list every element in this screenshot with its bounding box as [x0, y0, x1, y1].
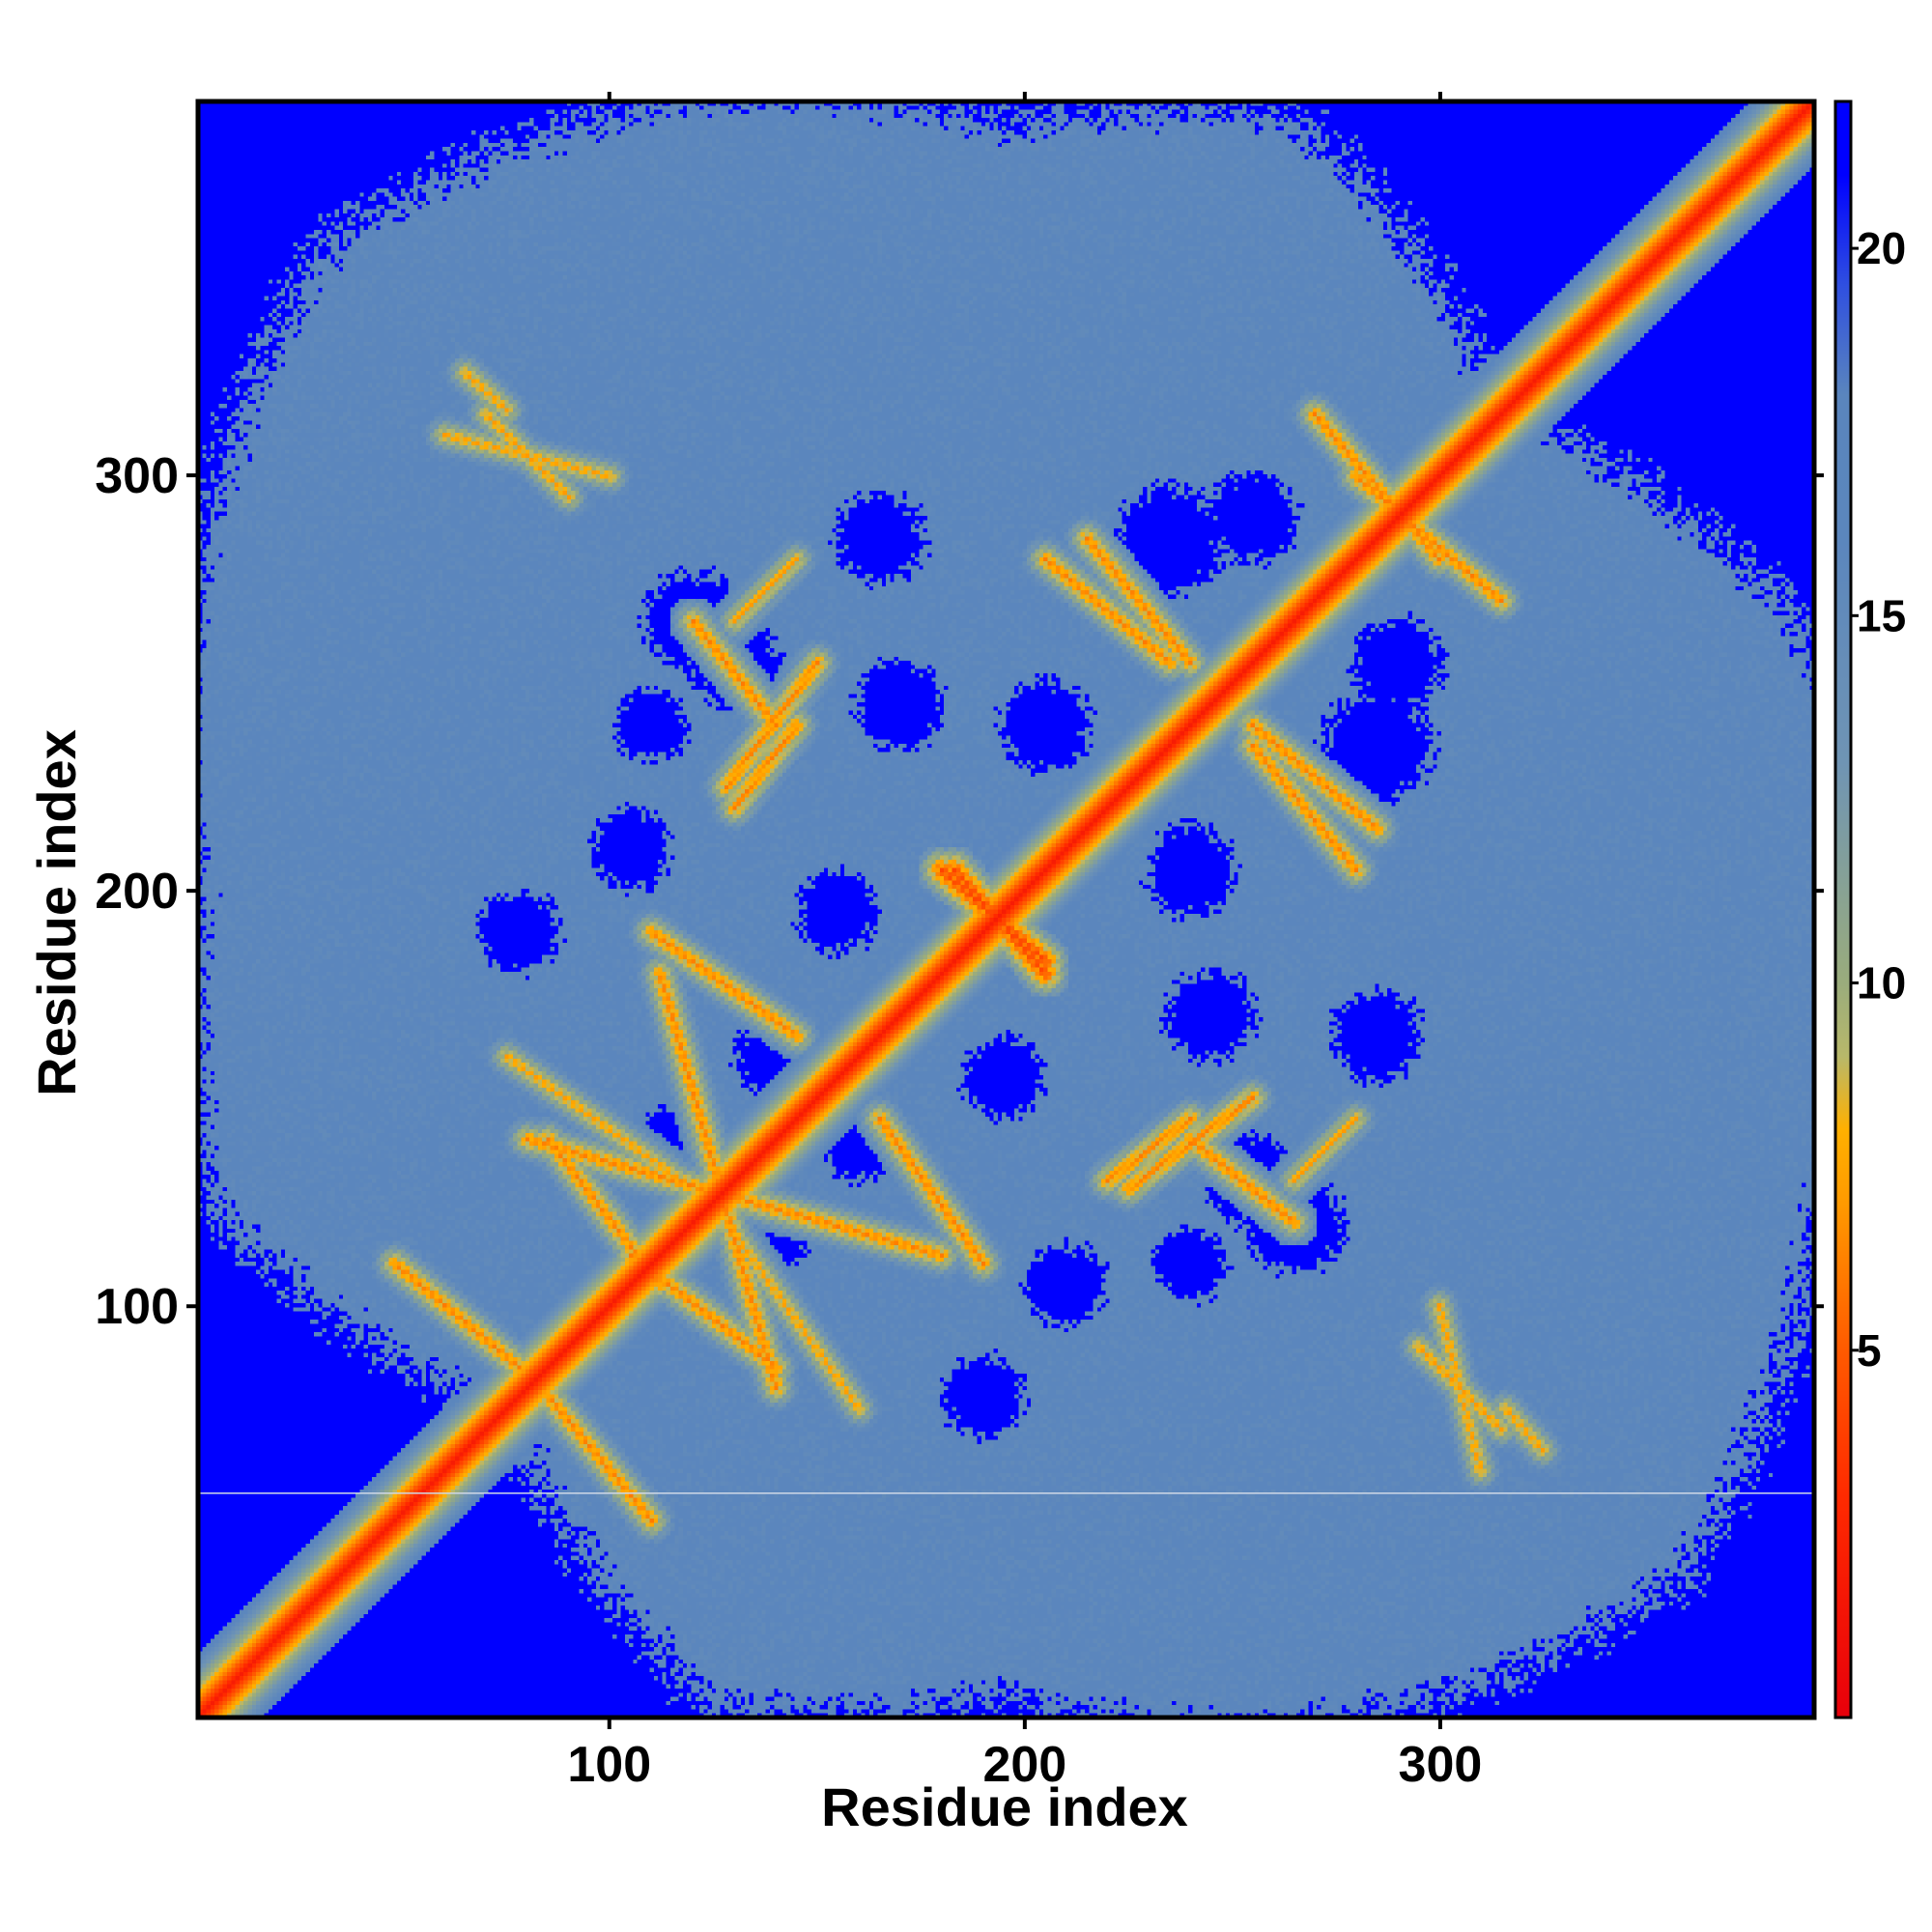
axes: 100 200 300 100 200 300 [95, 92, 1824, 1793]
heatmap [198, 101, 1814, 1718]
y-tick-label: 300 [95, 448, 179, 504]
colorbar-tick-label: 15 [1857, 590, 1906, 640]
x-axis-title: Residue index [821, 1776, 1188, 1837]
y-axis-title: Residue index [26, 729, 87, 1096]
y-tick-label: 200 [95, 864, 179, 920]
colorbar-tick-label: 5 [1857, 1325, 1882, 1376]
colorbar-tick-label: 20 [1857, 223, 1906, 273]
colorbar: 5 10 15 20 [1833, 99, 1906, 1719]
x-tick-label: 200 [982, 1737, 1066, 1793]
x-tick-label: 100 [567, 1737, 651, 1793]
heatmap-cells [198, 101, 1814, 1718]
colorbar-bar [1833, 99, 1853, 1719]
plot-frame [195, 99, 1817, 1720]
x-tick-label: 300 [1399, 1737, 1483, 1793]
y-tick-label: 100 [95, 1279, 179, 1335]
colorbar-tick-label: 10 [1857, 958, 1906, 1009]
